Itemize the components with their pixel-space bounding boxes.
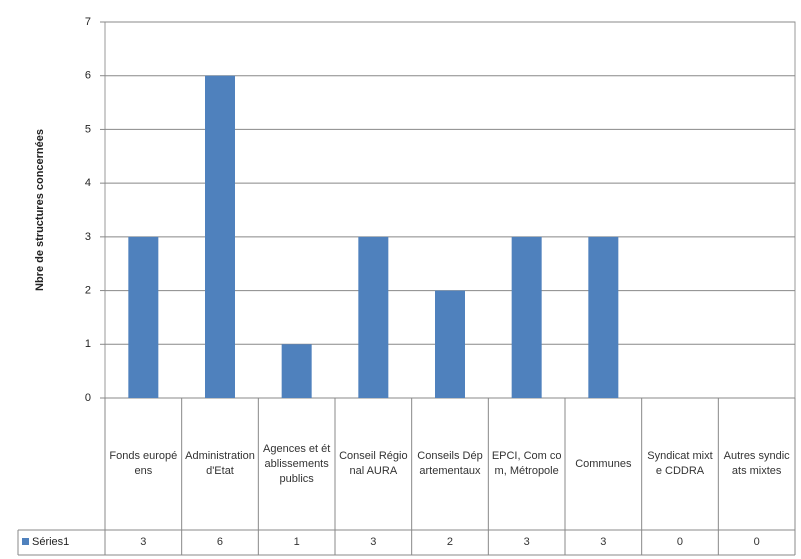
- bar: [511, 236, 542, 398]
- x-tick-label: Communes: [575, 457, 632, 470]
- y-tick-label: 6: [85, 70, 91, 82]
- bar: [435, 290, 465, 398]
- y-tick-label: 1: [85, 338, 91, 350]
- y-tick-label: 4: [85, 177, 91, 189]
- table-value: 0: [753, 536, 760, 548]
- y-tick-label: 7: [85, 16, 91, 28]
- table-value: 2: [446, 536, 454, 548]
- table-value: 1: [293, 536, 300, 548]
- bar: [128, 236, 159, 398]
- x-tick-label: Conseil Régional AURA: [339, 450, 408, 477]
- table-value: 6: [216, 536, 224, 548]
- x-tick-label: Administration d'Etat: [185, 450, 255, 477]
- bar: [205, 75, 235, 398]
- table-value: 3: [140, 536, 147, 548]
- x-tick-label: Agences et établissements publics: [263, 442, 331, 485]
- x-tick-label: Conseils Départementaux: [417, 450, 483, 477]
- table-value: 3: [370, 536, 377, 548]
- y-tick-label: 3: [85, 231, 91, 243]
- y-tick-label: 0: [85, 392, 91, 404]
- y-axis-label: Nbre de structures concernées: [34, 129, 46, 291]
- x-tick-label: Autres syndicats mixtes: [723, 450, 790, 477]
- table-value: 3: [523, 536, 530, 548]
- x-tick-label: Syndicat mixte CDDRA: [647, 450, 713, 477]
- legend-label: Séries1: [32, 536, 69, 548]
- x-tick-label: Fonds européens: [109, 450, 178, 477]
- bar: [588, 236, 619, 398]
- y-tick-label: 2: [85, 284, 91, 296]
- x-tick-label: EPCI, Com com, Métropole: [491, 450, 562, 477]
- table-value: 0: [676, 536, 684, 548]
- table-value: 3: [600, 536, 607, 548]
- y-tick-label: 5: [85, 123, 91, 135]
- legend-key: [22, 538, 29, 545]
- bar: [281, 344, 312, 398]
- bar: [358, 236, 389, 398]
